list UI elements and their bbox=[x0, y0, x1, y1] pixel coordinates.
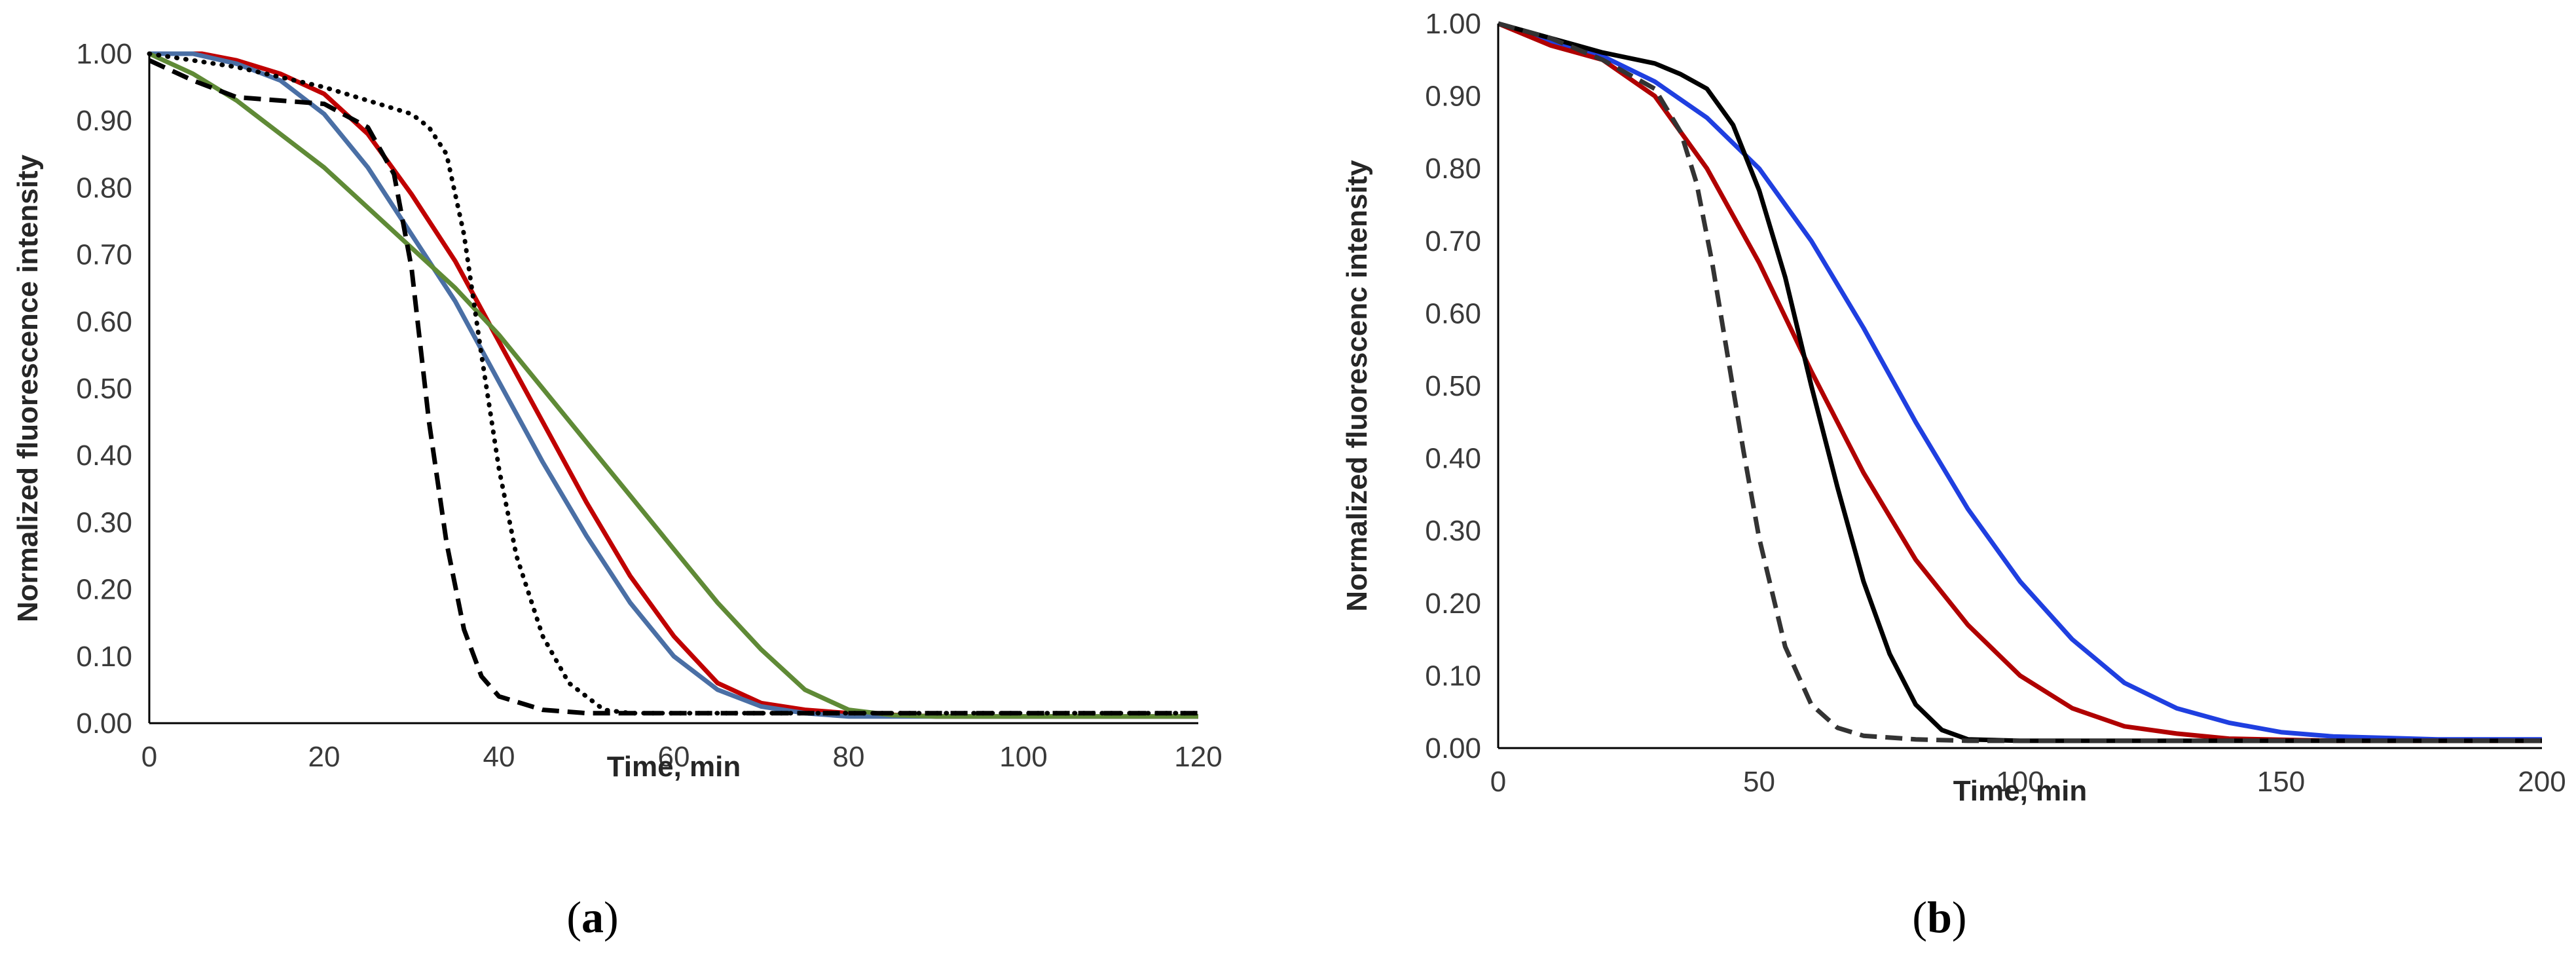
panel-label-a: (a) bbox=[566, 892, 618, 942]
chart-b-y-tick-label: 0.40 bbox=[1425, 443, 1481, 475]
panel-label-b: (b) bbox=[1912, 892, 1966, 942]
chart-b-series-4-line bbox=[1498, 21, 2542, 743]
chart-b-y-tick-label: 1.00 bbox=[1425, 8, 1481, 40]
chart-b-x-ticks: 0 50 100 150 200 bbox=[1490, 766, 2566, 798]
chart-b-x-tick-label: 50 bbox=[1743, 766, 1775, 798]
chart-a: 0.00 0.10 0.20 0.30 0.40 0.50 0.60 0.70 0.80 0.90… bbox=[12, 38, 1223, 942]
chart-b-y-ticks: 0.00 0.10 0.20 0.30 0.40 0.50 0.60 0.70 0.80 0.90… bbox=[1425, 8, 1481, 764]
chart-a-y-tick-label: 0.10 bbox=[76, 641, 132, 673]
chart-b-series-2-line bbox=[1497, 21, 2542, 743]
chart-a-x-ticks: 0 20 40 60 80 100 120 bbox=[141, 741, 1223, 773]
chart-b-y-tick-label: 0.00 bbox=[1425, 732, 1481, 764]
chart-b-y-tick-label: 0.80 bbox=[1425, 153, 1481, 185]
chart-a-y-tick-label: 0.20 bbox=[76, 574, 132, 606]
chart-b-y-axis-title: Normalized fluorescenc intensity bbox=[1341, 160, 1373, 612]
chart-a-y-tick-label: 0.40 bbox=[76, 440, 132, 472]
chart-a-y-tick-label: 1.00 bbox=[76, 38, 132, 70]
chart-a-x-tick-label: 20 bbox=[308, 741, 340, 773]
chart-a-series-2-line bbox=[149, 51, 1198, 719]
chart-b-series-3-line bbox=[1498, 21, 2542, 743]
chart-a-x-tick-label: 80 bbox=[833, 741, 865, 773]
chart-b-series-group bbox=[1497, 21, 2542, 743]
chart-a-x-tick-label: 40 bbox=[483, 741, 515, 773]
chart-b-x-tick-label: 0 bbox=[1490, 766, 1506, 798]
chart-b-x-axis-title: Time, min bbox=[1953, 775, 2088, 807]
chart-b: 0.00 0.10 0.20 0.30 0.40 0.50 0.60 0.70 0.80 0.90… bbox=[1341, 8, 2566, 942]
chart-a-series-group bbox=[147, 51, 1201, 719]
chart-b-y-tick-label: 0.20 bbox=[1425, 588, 1481, 620]
chart-a-y-tick-label: 0.50 bbox=[76, 373, 132, 405]
chart-b-y-tick-label: 0.90 bbox=[1425, 81, 1481, 113]
chart-a-y-tick-label: 0.30 bbox=[76, 506, 132, 538]
chart-a-y-tick-label: 0.90 bbox=[76, 105, 132, 137]
chart-a-series-1-line bbox=[149, 51, 1198, 719]
panel-label-b-letter: b bbox=[1927, 892, 1952, 942]
chart-a-series-4-line bbox=[148, 58, 1198, 716]
chart-a-series-3-line bbox=[148, 51, 1198, 719]
chart-a-y-tick-label: 0.60 bbox=[76, 306, 132, 338]
chart-a-x-tick-label: 0 bbox=[141, 741, 157, 773]
chart-a-y-tick-label: 0.00 bbox=[76, 707, 132, 740]
panel-label-a-letter: a bbox=[581, 892, 604, 942]
chart-a-x-tick-label: 100 bbox=[999, 741, 1047, 773]
chart-a-series-5-line bbox=[147, 51, 1201, 716]
chart-b-y-tick-label: 0.50 bbox=[1425, 370, 1481, 402]
chart-a-y-axis-title: Normalized fluorescence intensity bbox=[12, 154, 44, 622]
chart-b-series-1-line bbox=[1497, 21, 2542, 742]
chart-a-x-axis-title: Time, min bbox=[607, 751, 741, 783]
chart-b-y-tick-label: 0.60 bbox=[1425, 297, 1481, 329]
chart-a-y-tick-label: 0.70 bbox=[76, 239, 132, 271]
chart-b-x-tick-label: 200 bbox=[2518, 766, 2566, 798]
chart-b-y-tick-label: 0.10 bbox=[1425, 660, 1481, 692]
chart-b-y-tick-label: 0.30 bbox=[1425, 515, 1481, 547]
chart-b-y-tick-label: 0.70 bbox=[1425, 225, 1481, 257]
chart-b-x-tick-label: 150 bbox=[2257, 766, 2305, 798]
chart-a-x-tick-label: 60 bbox=[658, 741, 690, 773]
chart-a-x-tick-label: 120 bbox=[1174, 741, 1222, 773]
chart-b-x-tick-label: 100 bbox=[1996, 766, 2044, 798]
chart-a-y-tick-label: 0.80 bbox=[76, 172, 132, 204]
chart-a-y-ticks: 0.00 0.10 0.20 0.30 0.40 0.50 0.60 0.70 0.80 0.90… bbox=[76, 38, 132, 740]
